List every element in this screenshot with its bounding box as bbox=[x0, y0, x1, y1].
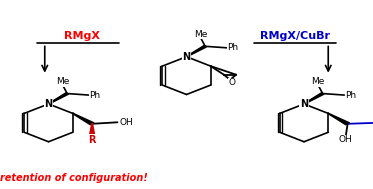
Text: Me: Me bbox=[56, 77, 69, 86]
Polygon shape bbox=[304, 93, 324, 104]
Polygon shape bbox=[328, 113, 350, 125]
Text: O: O bbox=[228, 78, 235, 87]
Polygon shape bbox=[72, 113, 94, 125]
Polygon shape bbox=[48, 93, 69, 104]
Text: R: R bbox=[88, 135, 96, 145]
Text: RMgX: RMgX bbox=[64, 31, 100, 41]
Text: OH: OH bbox=[119, 118, 133, 127]
Text: RMgX/CuBr: RMgX/CuBr bbox=[260, 31, 330, 41]
Text: N: N bbox=[300, 99, 308, 109]
Polygon shape bbox=[90, 124, 95, 136]
Text: Me: Me bbox=[194, 30, 207, 39]
Text: OH: OH bbox=[339, 135, 352, 144]
Text: N: N bbox=[44, 99, 53, 109]
Polygon shape bbox=[186, 46, 207, 57]
Text: Ph: Ph bbox=[345, 91, 356, 100]
Text: Ph: Ph bbox=[228, 43, 239, 52]
Text: Me: Me bbox=[311, 77, 325, 86]
Text: N: N bbox=[182, 52, 191, 62]
Text: Ph: Ph bbox=[90, 91, 101, 100]
Text: retention of configuration!: retention of configuration! bbox=[0, 173, 148, 183]
